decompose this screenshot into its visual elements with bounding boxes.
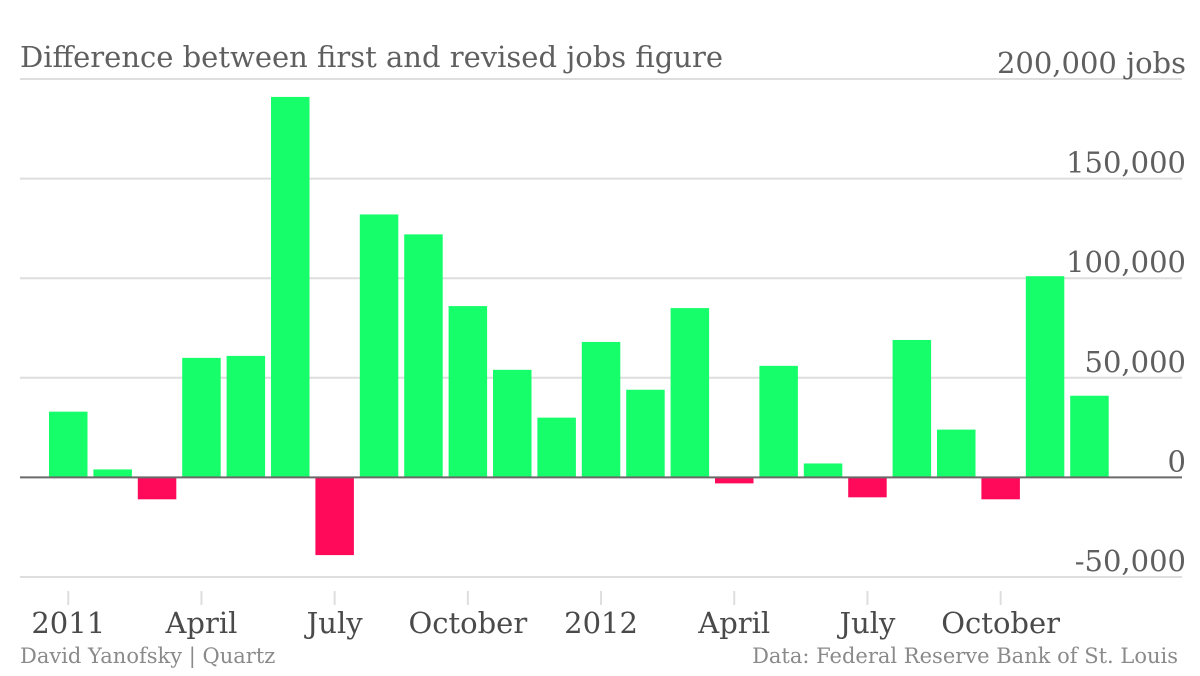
author-credit: David Yanofsky | Quartz xyxy=(20,644,276,668)
bar xyxy=(1025,276,1065,478)
y-tick-label: 150,000 xyxy=(1066,146,1186,180)
y-tick-label: 0 xyxy=(1168,444,1186,478)
bar xyxy=(803,463,843,478)
bar xyxy=(626,389,665,478)
source-credit: Data: Federal Reserve Bank of St. Louis xyxy=(752,644,1178,668)
bar xyxy=(715,477,754,484)
bar xyxy=(182,357,221,478)
bar xyxy=(226,355,266,478)
bar xyxy=(137,477,177,500)
y-tick-label: -50,000 xyxy=(1075,544,1186,578)
x-tick-label: 2011 xyxy=(31,606,105,640)
bar xyxy=(315,477,354,556)
bar xyxy=(670,308,710,478)
bar xyxy=(359,214,399,478)
x-tick-label: July xyxy=(304,606,364,640)
bar xyxy=(493,369,532,478)
bar xyxy=(1070,395,1109,478)
chart-title: Difference between first and revised job… xyxy=(20,40,723,74)
bar xyxy=(848,477,887,498)
bar xyxy=(759,365,798,478)
bar xyxy=(93,469,132,478)
bars xyxy=(49,96,1109,556)
x-tick-label: July xyxy=(836,606,896,640)
y-tick-label: 200,000 jobs xyxy=(997,46,1186,80)
x-axis-labels: 2011 April July October 2012 April July October xyxy=(31,606,1060,640)
bar xyxy=(581,341,621,478)
y-tick-label: 50,000 xyxy=(1085,345,1186,379)
bar xyxy=(537,417,576,478)
bar xyxy=(892,339,932,478)
bar xyxy=(448,306,488,478)
bar xyxy=(271,96,310,478)
x-tick-label: April xyxy=(697,606,770,640)
x-tick-label: October xyxy=(408,606,527,640)
x-tick-label: April xyxy=(164,606,237,640)
gridlines xyxy=(20,78,1182,578)
bar xyxy=(981,477,1020,500)
x-axis-ticks xyxy=(67,591,1002,605)
x-tick-label: 2012 xyxy=(564,606,638,640)
bar xyxy=(404,234,443,478)
y-tick-label: 100,000 xyxy=(1066,245,1186,279)
x-tick-label: October xyxy=(941,606,1060,640)
y-axis-labels: 200,000 jobs 150,000 100,000 50,000 0 -50,000 xyxy=(997,46,1186,578)
bar xyxy=(49,411,88,478)
bar xyxy=(937,429,976,478)
